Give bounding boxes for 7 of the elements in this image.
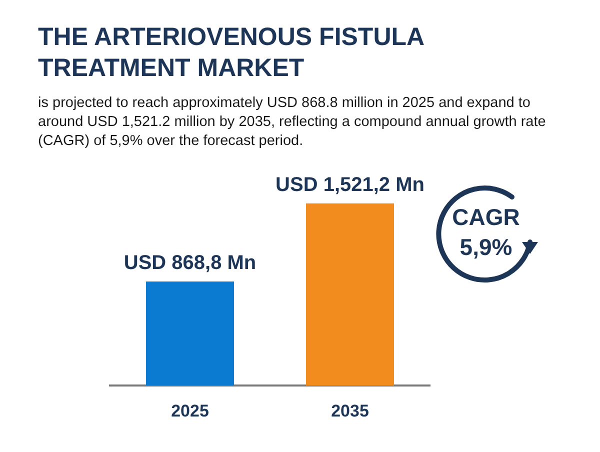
data-label: USD 1,521,2 Mn xyxy=(276,174,424,196)
data-label: USD 868,8 Mn xyxy=(124,252,256,274)
chart-subtitle: is projected to reach approximately USD 868.8 million in 2025 and expand to around USD 1,521.2 million by 2035, reflecting a compound annual growth rate (CAGR) of 5,9% over the forecast period. xyxy=(38,94,547,151)
x-tick-label: 2025 xyxy=(171,401,209,420)
x-tick-label: 2035 xyxy=(331,401,369,420)
text: CAGR 5,9% xyxy=(451,203,521,262)
chart-title: THE ARTERIOVENOUS FISTULA TREATMENT MARKET xyxy=(38,22,425,84)
